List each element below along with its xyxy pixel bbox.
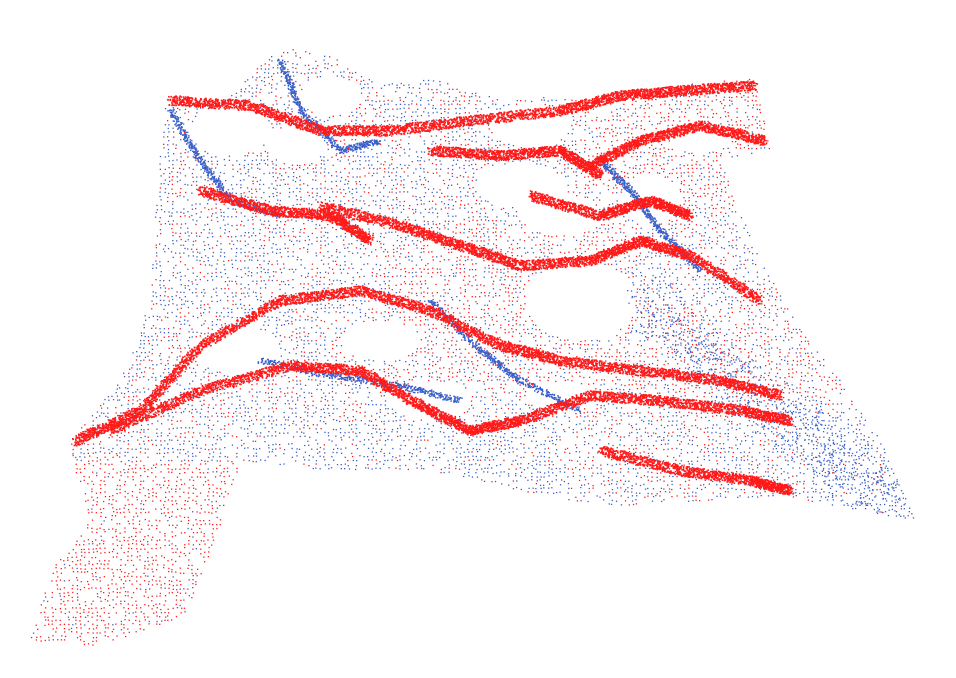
blue-point-cloud [33, 49, 914, 641]
